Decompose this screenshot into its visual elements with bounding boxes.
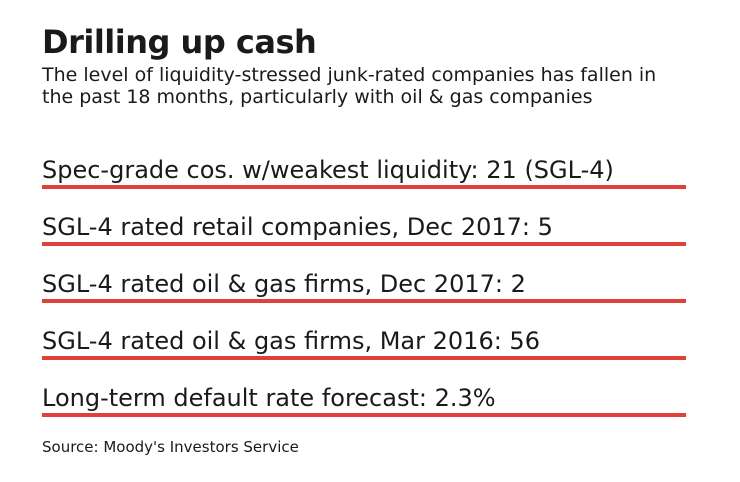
stat-item: SGL-4 rated oil & gas firms, Dec 2017: 2 [42, 266, 686, 323]
stat-item: Spec-grade cos. w/weakest liquidity: 21 … [42, 152, 686, 209]
stat-underline-bar [42, 242, 686, 246]
stat-text: Spec-grade cos. w/weakest liquidity: 21 … [42, 156, 614, 184]
stat-text: SGL-4 rated oil & gas firms, Dec 2017: 2 [42, 270, 526, 298]
stat-underline-bar [42, 299, 686, 303]
header: Drilling up cash The level of liquidity-… [42, 22, 692, 108]
stat-text: SGL-4 rated oil & gas firms, Mar 2016: 5… [42, 327, 540, 355]
stat-text: Long-term default rate forecast: 2.3% [42, 384, 496, 412]
stat-underline-bar [42, 356, 686, 360]
source-note: Source: Moody's Investors Service [42, 438, 299, 456]
stat-item: SGL-4 rated retail companies, Dec 2017: … [42, 209, 686, 266]
page-subtitle: The level of liquidity-stressed junk-rat… [42, 64, 657, 108]
stat-item: SGL-4 rated oil & gas firms, Mar 2016: 5… [42, 323, 686, 380]
stat-underline-bar [42, 185, 686, 189]
stat-text: SGL-4 rated retail companies, Dec 2017: … [42, 213, 553, 241]
stat-underline-bar [42, 413, 686, 417]
page-title: Drilling up cash [42, 23, 317, 61]
stat-item: Long-term default rate forecast: 2.3% [42, 380, 686, 437]
stats-list: Spec-grade cos. w/weakest liquidity: 21 … [42, 152, 686, 437]
